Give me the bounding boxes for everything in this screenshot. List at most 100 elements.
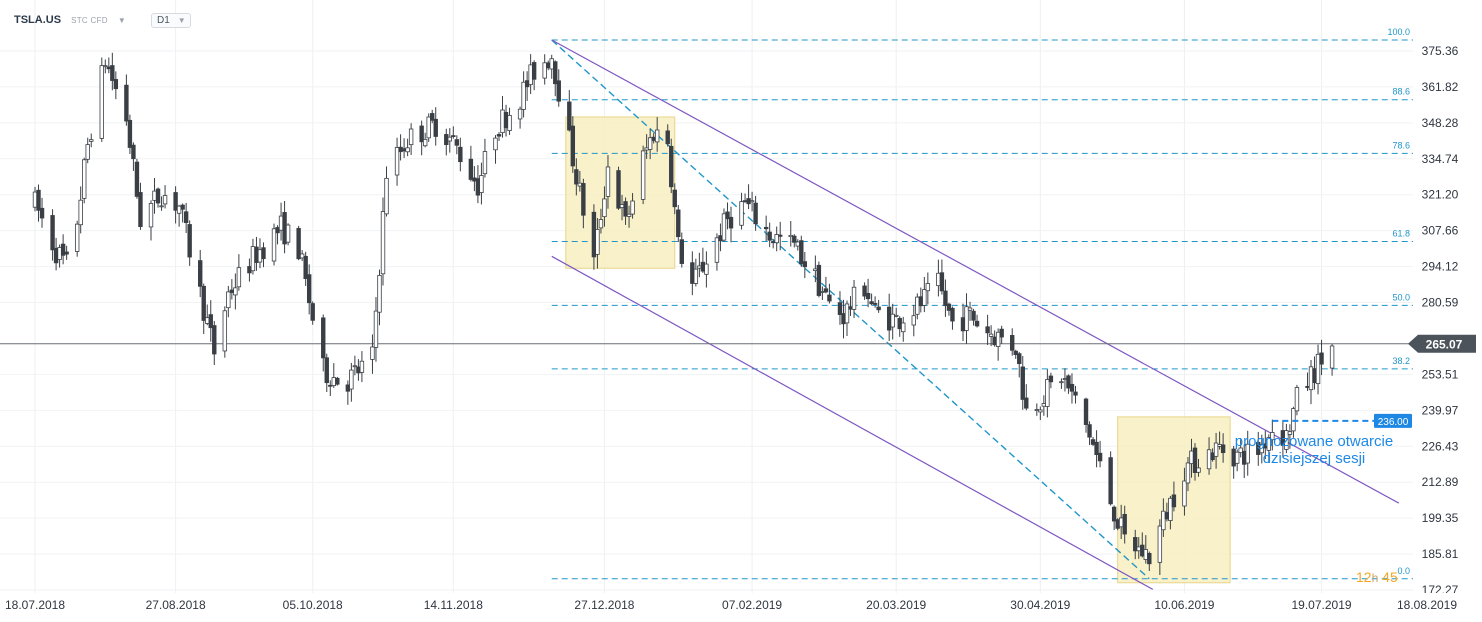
candle-body — [524, 80, 530, 88]
candle-body — [282, 212, 287, 245]
candle-body — [451, 135, 456, 137]
candle-body — [299, 253, 305, 259]
candle-body — [746, 198, 751, 205]
candle-body — [950, 307, 955, 322]
timeframe-label: D1 — [157, 14, 170, 26]
candle-body — [605, 166, 611, 197]
candle-body — [349, 369, 354, 390]
candle-body — [1284, 430, 1289, 450]
fib-level-label: 0.0 — [1397, 566, 1410, 576]
candle-body — [36, 189, 41, 211]
y-tick-label: 334.74 — [1422, 152, 1459, 166]
candle-body — [651, 136, 656, 141]
candle-body — [306, 274, 312, 304]
candle-body — [1122, 513, 1127, 535]
candle-body — [872, 303, 878, 305]
candle-body — [50, 215, 55, 251]
candle-body — [324, 357, 329, 384]
candle-body — [180, 204, 185, 210]
candle-body — [278, 215, 284, 231]
candle-body — [155, 188, 161, 204]
candle-body — [159, 205, 164, 208]
candle-body — [911, 315, 916, 326]
candle-body — [1192, 447, 1198, 473]
candle-body — [405, 147, 410, 153]
candle-body — [303, 255, 308, 279]
candle-body — [925, 283, 931, 292]
candle-body — [261, 247, 266, 260]
candle-body — [640, 150, 646, 200]
candle-body — [124, 84, 129, 122]
candle-body — [370, 346, 375, 360]
candle-body — [799, 240, 804, 265]
candle-body — [960, 317, 966, 332]
candle-body — [426, 116, 431, 139]
candle-body — [1024, 397, 1029, 409]
candle-body — [669, 145, 674, 188]
candle-body — [939, 272, 945, 292]
candle-body — [359, 360, 365, 373]
candle-body — [725, 211, 730, 220]
candle-body — [1259, 444, 1264, 454]
candle-body — [574, 169, 579, 185]
candle-body — [32, 191, 38, 208]
candle-body — [1305, 385, 1310, 388]
candle-body — [778, 234, 783, 237]
candle-body — [138, 192, 143, 227]
candle-body — [444, 134, 449, 146]
candle-body — [1010, 335, 1015, 351]
timeframe-selector[interactable]: D1 ▼ — [151, 12, 191, 28]
candle-body — [106, 66, 112, 70]
candle-body — [328, 384, 333, 387]
candle-body — [553, 61, 558, 85]
y-tick-label: 361.82 — [1422, 80, 1459, 94]
candle-body — [127, 119, 133, 148]
candle-body — [380, 211, 386, 275]
candle-body — [813, 268, 818, 272]
chart-header: TSLA.US STC CFD ▼ — [14, 10, 126, 30]
x-tick-label: 27.08.2018 — [146, 598, 206, 612]
candle-body — [1319, 352, 1324, 365]
candle-body — [918, 296, 924, 307]
instrument-type: STC CFD — [71, 15, 108, 25]
fib-level-label: 38.2 — [1392, 356, 1410, 366]
candle-body — [173, 192, 178, 211]
candle-body — [482, 151, 488, 175]
timer-hours: 12 — [1356, 569, 1372, 585]
candle-body — [500, 109, 505, 134]
candle-body — [64, 251, 69, 255]
candle-body — [496, 134, 502, 137]
last-price-label: 265.07 — [1426, 338, 1463, 352]
candle-body — [517, 108, 523, 120]
candle-body — [57, 247, 62, 260]
candle-body — [1234, 451, 1240, 464]
candle-body — [886, 306, 892, 331]
candle-body — [999, 328, 1004, 338]
bar-countdown-timer: 12h 45 — [1356, 569, 1398, 585]
candle-body — [693, 268, 699, 284]
candle-body — [816, 264, 822, 296]
candle-body — [567, 101, 572, 131]
candle-body — [1270, 432, 1275, 441]
candle-body — [630, 200, 635, 215]
candle-body — [1034, 409, 1040, 411]
candle-body — [1291, 408, 1296, 432]
candle-body — [626, 213, 632, 217]
candle-body — [985, 326, 990, 334]
candle-body — [802, 261, 808, 268]
candle-body — [394, 147, 400, 176]
candle-body — [479, 175, 484, 193]
annotation-line-1: prognozowane otwarcie — [1234, 433, 1394, 450]
candle-body — [890, 313, 895, 328]
candle-body — [493, 137, 498, 151]
candle-body — [430, 113, 435, 121]
candle-body — [1048, 375, 1054, 383]
candle-body — [212, 325, 217, 355]
candle-body — [936, 272, 941, 287]
candle-body — [767, 231, 772, 241]
candle-body — [250, 246, 256, 272]
candle-body — [697, 265, 702, 269]
candle-body — [946, 303, 952, 311]
caret-down-icon[interactable]: ▼ — [117, 15, 126, 25]
